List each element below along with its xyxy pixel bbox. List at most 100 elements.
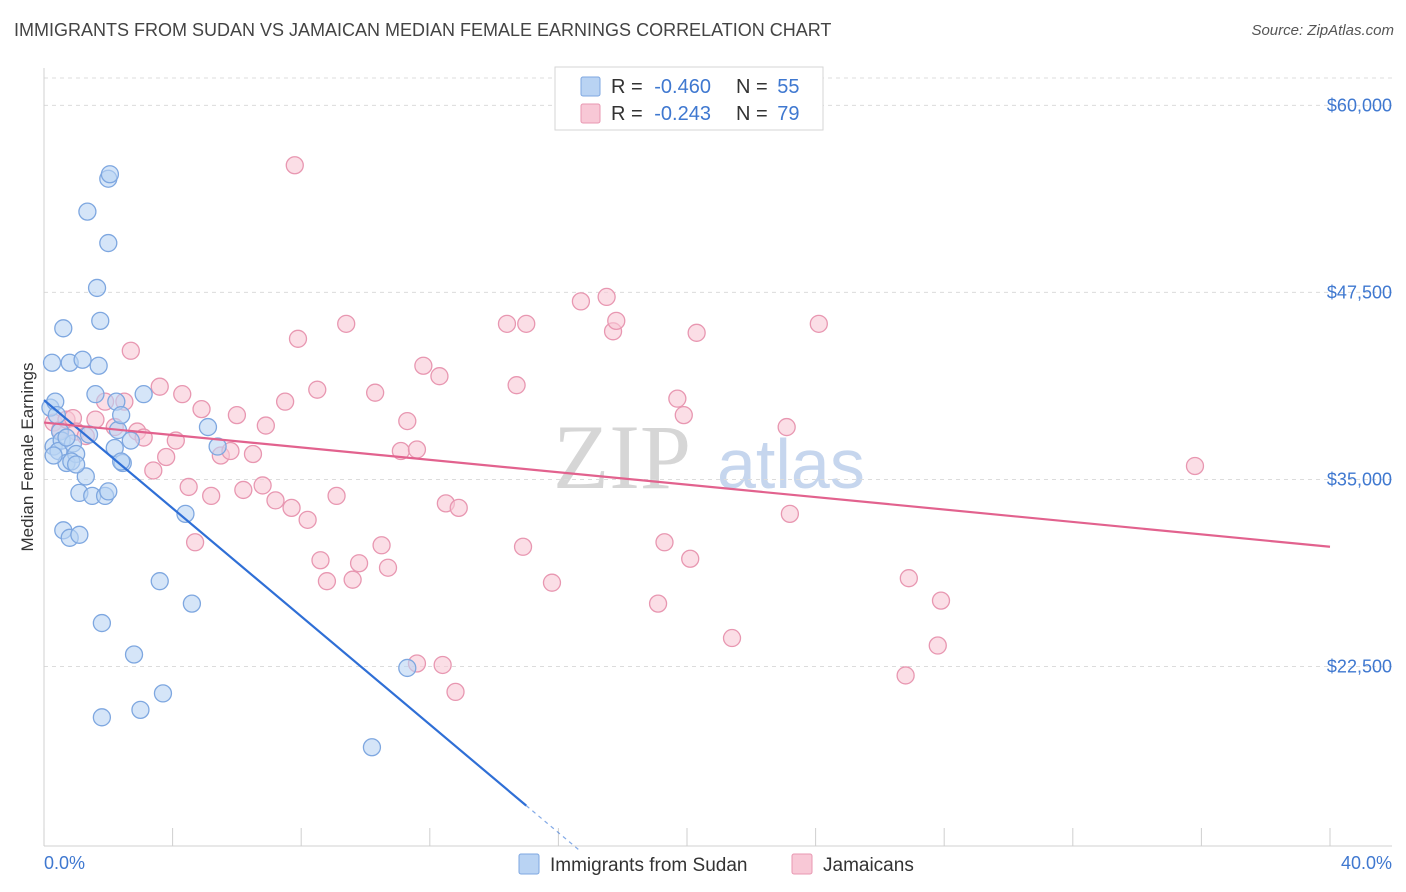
jamaicans-point — [349, 554, 369, 573]
jamaicans-point — [343, 570, 362, 589]
jamaicans-point — [433, 655, 452, 675]
jamaicans-point — [150, 377, 169, 396]
jamaicans-point — [317, 572, 337, 591]
series-legend-label-sudan: Immigrants from Sudan — [550, 855, 747, 876]
jamaicans-point — [571, 292, 591, 311]
legend-swatch-sudan — [580, 76, 601, 97]
y-tick-label: $35,000 — [1327, 469, 1392, 489]
jamaicans-point — [681, 549, 700, 568]
series-legend: Immigrants from Sudan Jamaicans — [518, 853, 914, 876]
jamaicans-point — [899, 569, 918, 588]
sudan-point — [99, 233, 118, 253]
series-legend-swatch-sudan — [518, 853, 540, 875]
legend-row-sudan: R = -0.460 N = 55 — [611, 76, 800, 98]
jamaicans-point — [365, 383, 385, 402]
jamaicans-point — [597, 287, 616, 307]
legend-row-jamaicans: R = -0.243 N = 79 — [611, 103, 800, 125]
jamaicans-point — [430, 367, 449, 386]
jamaicans-point — [144, 461, 163, 480]
jamaicans-point — [192, 399, 211, 419]
sudan-point — [54, 319, 73, 338]
jamaicans-point — [202, 486, 221, 506]
y-axis-title: Median Female Earnings — [18, 363, 37, 552]
chart-title: IMMIGRANTS FROM SUDAN VS JAMAICAN MEDIAN… — [14, 20, 832, 40]
jamaicans-point — [722, 628, 742, 648]
trendlines — [43, 399, 1331, 853]
sudan-points — [41, 165, 417, 757]
sudan-point — [89, 356, 108, 375]
sudan-point — [76, 467, 95, 486]
jamaicans-point — [227, 405, 247, 425]
x-tick-label-min: 0.0% — [44, 853, 85, 873]
jamaicans-point — [327, 486, 346, 506]
jamaicans-point — [896, 666, 915, 685]
jamaicans-point — [298, 510, 317, 529]
jamaicans-point — [243, 444, 263, 464]
jamaicans-point — [398, 411, 417, 431]
legend-swatch-jamaicans — [580, 103, 601, 124]
gridlines — [44, 77, 1392, 667]
sudan-trendline — [43, 399, 527, 807]
sudan-point — [150, 572, 169, 591]
sudan-point — [44, 446, 63, 465]
sudan-point — [134, 385, 153, 404]
jamaicans-point — [542, 573, 562, 592]
jamaicans-point — [446, 682, 465, 702]
y-tick-label: $47,500 — [1327, 282, 1392, 302]
sudan-point — [398, 658, 417, 678]
sudan-point — [92, 708, 112, 727]
sudan-trendline-extension — [525, 805, 582, 853]
sudan-point — [87, 278, 107, 298]
sudan-point — [100, 165, 120, 184]
sudan-point — [121, 431, 140, 450]
jamaicans-point — [288, 329, 308, 348]
sudan-point — [362, 738, 382, 757]
sudan-point — [182, 594, 202, 613]
jamaicans-point — [928, 636, 947, 655]
sudan-point — [92, 613, 112, 633]
jamaicans-point — [311, 551, 330, 570]
sudan-point — [73, 350, 92, 369]
sudan-point — [91, 311, 110, 331]
jamaicans-point — [179, 477, 198, 497]
watermark-atlas: atlas — [717, 425, 865, 503]
sudan-point — [176, 504, 195, 524]
jamaicans-point — [285, 156, 304, 175]
jamaicans-point — [253, 476, 272, 495]
jamaicans-point — [809, 314, 828, 333]
jamaicans-trendline — [43, 421, 1331, 548]
legend-r-value-jamaicans: -0.243 — [654, 103, 711, 125]
legend-n-label-jamaicans: N = — [736, 103, 773, 125]
jamaicans-point — [687, 323, 706, 342]
jamaicans-point — [1185, 456, 1205, 476]
y-tick-labels: $22,500 $35,000 $47,500 $60,000 — [1327, 95, 1392, 676]
jamaicans-point — [337, 314, 356, 333]
axes — [43, 68, 1392, 847]
series-legend-swatch-jamaicans — [791, 853, 813, 875]
jamaicans-point — [674, 405, 693, 425]
legend-n-label-sudan: N = — [736, 76, 773, 98]
jamaicans-point — [308, 380, 327, 399]
chart-source: Source: ZipAtlas.com — [1251, 22, 1394, 39]
jamaicans-point — [173, 385, 192, 404]
y-tick-label: $22,500 — [1327, 656, 1392, 676]
sudan-point — [99, 482, 118, 501]
sudan-point — [112, 405, 131, 425]
jamaicans-point — [185, 533, 205, 552]
jamaicans-point — [780, 504, 800, 524]
jamaicans-point — [234, 480, 253, 500]
jamaicans-point — [668, 389, 687, 408]
legend-r-label-sudan: R = — [611, 76, 648, 98]
jamaicans-point — [507, 376, 526, 395]
legend-r-label-jamaicans: R = — [611, 103, 648, 125]
sudan-point — [198, 417, 218, 437]
jamaicans-point — [648, 594, 668, 613]
sudan-point — [131, 700, 150, 719]
sudan-point — [42, 353, 62, 372]
jamaicans-point — [517, 314, 536, 333]
series-legend-label-jamaicans: Jamaicans — [823, 855, 914, 876]
jamaicans-point — [655, 533, 674, 552]
y-tick-label: $60,000 — [1327, 95, 1392, 115]
sudan-point — [208, 437, 227, 456]
